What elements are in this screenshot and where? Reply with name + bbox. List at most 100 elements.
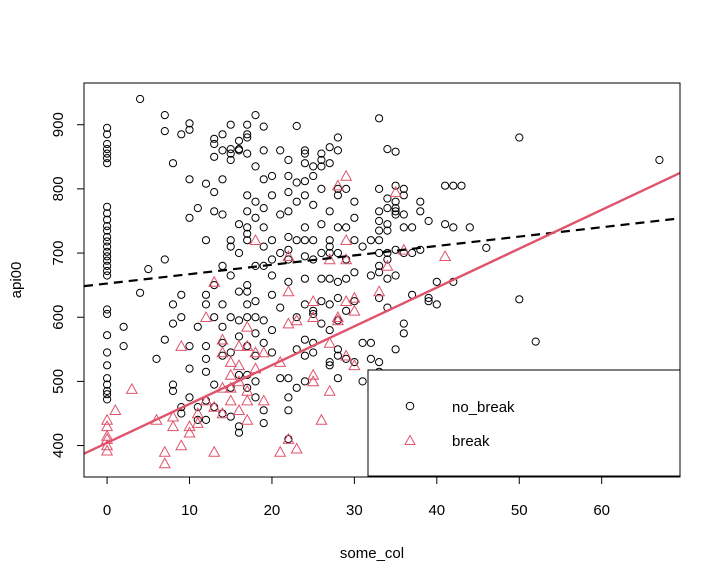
point-no-break-77 — [210, 313, 219, 322]
point-no-break-246 — [350, 297, 359, 306]
point-no-break-279 — [391, 181, 400, 190]
point-no-break-96 — [226, 271, 235, 280]
x-tick-label-10: 10 — [181, 502, 198, 519]
point-no-break-160 — [276, 248, 285, 258]
point-no-break-92 — [226, 149, 235, 158]
point-no-break-107 — [234, 316, 244, 325]
point-no-break-185 — [300, 177, 309, 186]
point-no-break-308 — [449, 181, 458, 190]
x-axis: 0 10 20 30 40 50 60 — [103, 476, 610, 519]
point-no-break-189 — [300, 252, 309, 261]
point-break-14 — [175, 439, 188, 451]
point-no-break-128 — [251, 111, 260, 120]
point-no-break-25 — [103, 361, 112, 370]
point-break-67 — [340, 253, 353, 265]
point-no-break-131 — [251, 213, 260, 222]
point-no-break-62 — [201, 179, 211, 188]
point-no-break-306 — [441, 181, 450, 190]
point-no-break-234 — [333, 351, 342, 360]
point-no-break-103 — [234, 146, 244, 155]
point-no-break-176 — [292, 178, 301, 187]
point-no-break-37 — [160, 127, 169, 136]
point-break-73 — [373, 285, 386, 297]
point-no-break-267 — [383, 145, 392, 154]
point-no-break-132 — [251, 261, 260, 270]
point-no-break-5 — [103, 154, 112, 163]
point-no-break-200 — [309, 306, 318, 315]
point-no-break-26 — [103, 374, 112, 383]
point-break-13 — [175, 339, 188, 351]
point-no-break-213 — [325, 143, 334, 152]
point-no-break-55 — [185, 342, 194, 351]
point-no-break-157 — [267, 348, 277, 357]
point-no-break-110 — [234, 422, 244, 431]
point-no-break-42 — [168, 300, 178, 309]
point-break-7 — [125, 382, 138, 394]
point-no-break-255 — [375, 114, 384, 123]
point-no-break-166 — [284, 207, 293, 216]
point-break-5 — [100, 444, 114, 456]
point-no-break-106 — [234, 287, 244, 296]
point-no-break-123 — [243, 300, 252, 309]
point-no-break-163 — [284, 155, 293, 165]
point-no-break-14 — [103, 242, 112, 251]
point-no-break-286 — [391, 345, 400, 354]
point-break-71 — [348, 304, 361, 316]
point-no-break-159 — [276, 210, 285, 219]
point-no-break-240 — [342, 306, 351, 315]
point-no-break-256 — [375, 184, 384, 193]
point-no-break-63 — [201, 236, 211, 245]
point-no-break-38 — [160, 111, 169, 120]
y-tick-label-700: 700 — [50, 240, 67, 265]
point-no-break-158 — [276, 146, 285, 155]
point-no-break-293 — [399, 319, 408, 328]
point-break-37 — [241, 339, 254, 351]
point-break-56 — [307, 368, 320, 380]
point-no-break-191 — [300, 300, 309, 309]
point-no-break-282 — [391, 207, 400, 216]
point-no-break-141 — [259, 175, 268, 184]
legend-label-no-break: no_break — [452, 399, 515, 416]
point-no-break-192 — [300, 335, 309, 344]
data-points — [100, 94, 664, 469]
point-break-75 — [389, 185, 402, 197]
point-break-36 — [241, 320, 254, 332]
point-no-break-221 — [325, 326, 334, 335]
point-break-61 — [323, 384, 336, 396]
point-no-break-78 — [210, 380, 219, 389]
point-no-break-71 — [210, 139, 219, 149]
point-no-break-300 — [416, 245, 425, 254]
point-no-break-296 — [408, 248, 417, 258]
point-no-break-220 — [325, 300, 334, 309]
x-tick-label-0: 0 — [103, 502, 111, 519]
point-no-break-260 — [375, 236, 384, 245]
point-break-35 — [232, 403, 246, 415]
point-no-break-87 — [218, 338, 227, 347]
point-no-break-257 — [375, 207, 384, 216]
point-no-break-28 — [103, 386, 112, 396]
point-no-break-75 — [210, 207, 219, 216]
point-no-break-80 — [218, 130, 227, 139]
point-no-break-172 — [284, 393, 293, 402]
point-no-break-100 — [226, 412, 235, 421]
point-no-break-59 — [193, 322, 202, 331]
point-no-break-244 — [350, 236, 359, 245]
point-break-29 — [224, 368, 237, 380]
y-tick-label-500: 500 — [50, 369, 67, 394]
x-tick-label-30: 30 — [346, 502, 363, 519]
point-no-break-125 — [243, 342, 252, 351]
point-no-break-93 — [226, 155, 235, 165]
point-no-break-218 — [325, 248, 334, 258]
point-no-break-109 — [234, 370, 244, 380]
point-no-break-164 — [284, 171, 293, 181]
point-no-break-295 — [408, 223, 417, 232]
point-no-break-273 — [383, 255, 392, 264]
point-no-break-156 — [267, 326, 277, 335]
point-no-break-179 — [292, 313, 301, 322]
point-no-break-150 — [267, 171, 277, 181]
point-no-break-97 — [226, 313, 235, 322]
point-no-break-165 — [284, 188, 293, 197]
point-no-break-250 — [358, 377, 367, 386]
point-break-62 — [331, 179, 344, 191]
point-no-break-254 — [366, 354, 375, 363]
